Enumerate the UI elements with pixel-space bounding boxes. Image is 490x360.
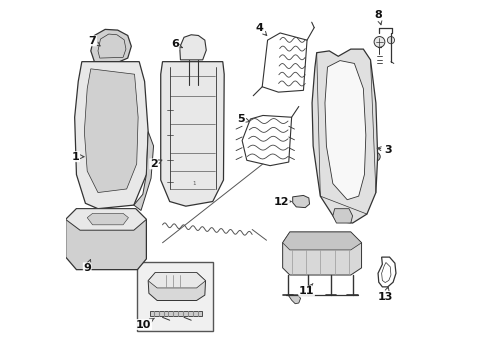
Bar (326, 258, 332, 264)
Bar (340, 248, 346, 253)
Polygon shape (74, 62, 148, 209)
Polygon shape (148, 273, 205, 301)
Text: 5: 5 (238, 114, 249, 124)
Bar (340, 258, 346, 264)
Polygon shape (134, 132, 153, 211)
Text: 11: 11 (299, 284, 315, 296)
Polygon shape (180, 35, 206, 60)
Bar (297, 248, 303, 253)
Bar (297, 258, 303, 264)
Circle shape (371, 152, 380, 161)
Text: 1: 1 (72, 152, 84, 162)
Bar (326, 248, 332, 253)
Text: 1: 1 (193, 181, 196, 186)
Bar (311, 258, 318, 264)
Bar (297, 239, 303, 244)
Polygon shape (293, 195, 310, 208)
Bar (137, 262, 213, 330)
Bar (326, 239, 332, 244)
Polygon shape (148, 273, 205, 288)
Polygon shape (325, 60, 366, 200)
Circle shape (374, 37, 385, 47)
Text: 8: 8 (374, 10, 382, 25)
Polygon shape (87, 213, 128, 225)
Text: 12: 12 (274, 197, 291, 207)
Bar (340, 239, 346, 244)
Text: 9: 9 (83, 260, 91, 273)
Text: 7: 7 (89, 36, 100, 46)
Bar (311, 239, 318, 244)
Circle shape (388, 37, 394, 44)
Text: 6: 6 (171, 40, 182, 49)
Text: 2: 2 (149, 159, 162, 169)
Polygon shape (288, 295, 300, 304)
Polygon shape (312, 49, 378, 223)
Text: 10: 10 (136, 318, 154, 329)
Polygon shape (66, 209, 147, 270)
Bar (311, 248, 318, 253)
Polygon shape (150, 311, 202, 316)
Polygon shape (283, 232, 362, 250)
Polygon shape (91, 30, 131, 62)
Text: 4: 4 (255, 23, 267, 36)
Polygon shape (283, 232, 362, 275)
Polygon shape (333, 209, 353, 223)
Polygon shape (84, 69, 138, 193)
Polygon shape (161, 62, 224, 206)
Text: 3: 3 (377, 144, 392, 154)
Text: 13: 13 (378, 287, 393, 302)
Polygon shape (66, 209, 147, 230)
